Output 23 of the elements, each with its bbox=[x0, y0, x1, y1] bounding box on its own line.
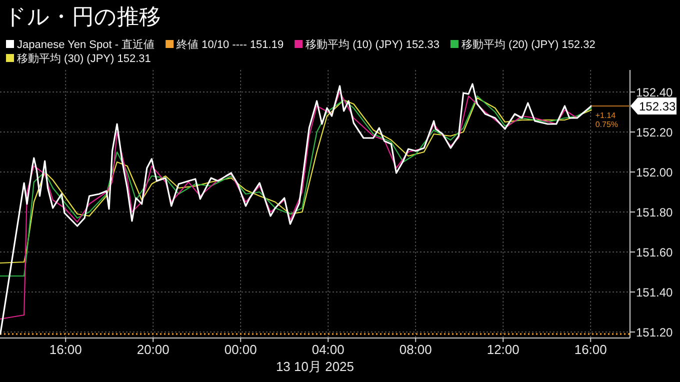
annotation: 0.75% bbox=[595, 120, 618, 129]
xtick: 04:00 bbox=[312, 342, 344, 357]
ytick: 152.00 bbox=[636, 166, 673, 180]
xtick: 00:00 bbox=[224, 342, 257, 357]
xtick: 16:00 bbox=[49, 342, 82, 357]
ytick: 151.60 bbox=[636, 246, 673, 260]
legend-label: 終値 10/10 ---- 151.19 bbox=[176, 39, 284, 51]
xtick: 20:00 bbox=[136, 342, 170, 357]
ytick: 151.80 bbox=[636, 206, 673, 220]
xlabel: 13 10月 2025 bbox=[276, 359, 354, 374]
ytick: 151.20 bbox=[636, 326, 673, 340]
legend-label: 移動平均 (30) (JPY) 152.31 bbox=[17, 53, 151, 65]
legend-label: Japanese Yen Spot - 直近値 bbox=[17, 38, 155, 51]
ytick: 151.40 bbox=[636, 286, 673, 300]
legend-label: 移動平均 (10) (JPY) 152.33 bbox=[306, 39, 440, 51]
legend-label: 移動平均 (20) (JPY) 152.32 bbox=[461, 39, 596, 51]
ytick: 152.40 bbox=[636, 86, 673, 100]
title: ドル・円の推移 bbox=[4, 4, 161, 29]
xtick: 16:00 bbox=[574, 342, 607, 357]
annotation: 152.33 bbox=[639, 100, 676, 114]
ytick: 152.20 bbox=[636, 126, 673, 140]
xtick: 12:00 bbox=[486, 342, 520, 357]
xtick: 08:00 bbox=[399, 342, 432, 357]
